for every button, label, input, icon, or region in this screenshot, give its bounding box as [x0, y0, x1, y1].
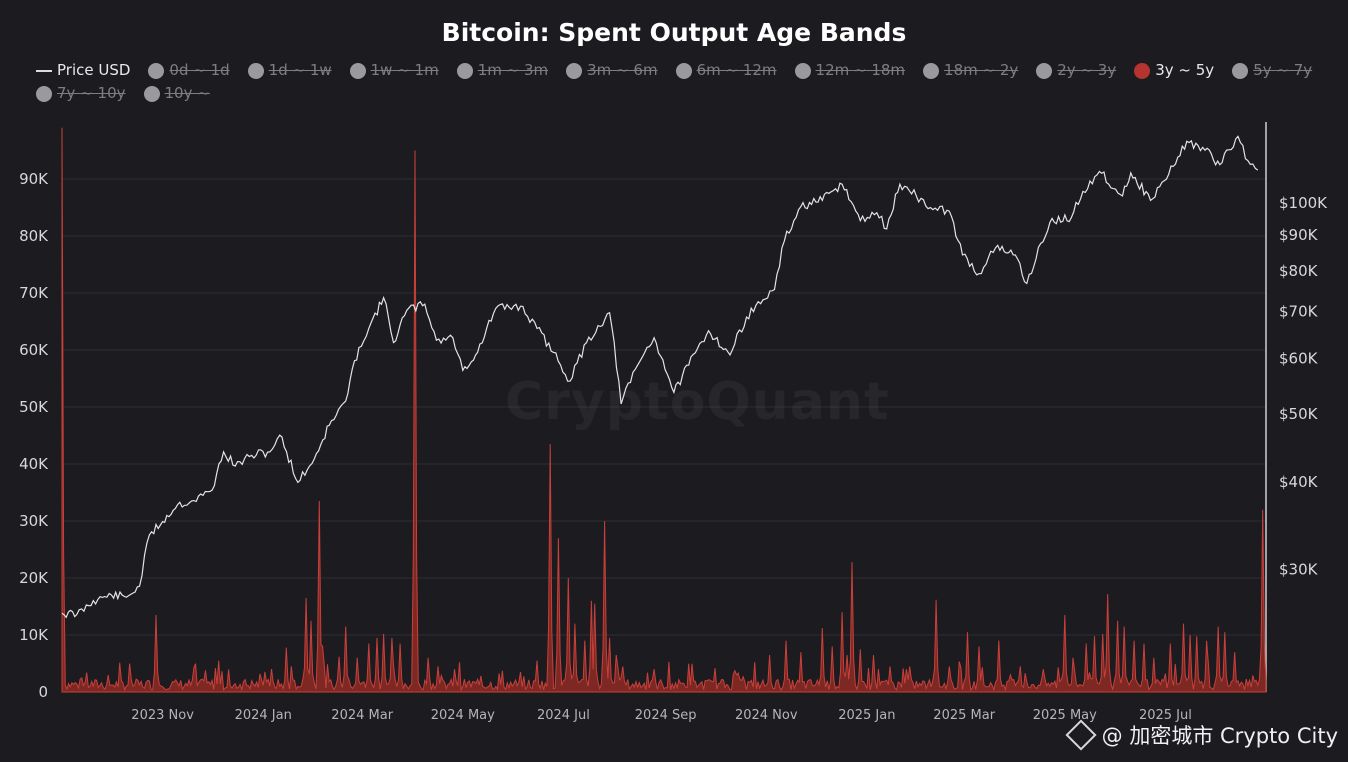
legend-swatch — [1036, 62, 1053, 79]
legend-swatch — [456, 62, 473, 79]
y-left-tick-label: 70K — [19, 284, 49, 302]
y-right-tick-label: $70K — [1279, 303, 1319, 321]
legend-label: 1d ~ 1w — [268, 61, 332, 79]
x-tick-label: 2024 Jan — [235, 708, 292, 723]
y-left-tick-label: 0 — [38, 683, 48, 701]
legend-item-1[interactable]: 0d ~ 1d — [148, 61, 230, 79]
y-left-tick-label: 30K — [19, 512, 49, 530]
legend-label: 6m ~ 12m — [696, 61, 777, 79]
y-left-tick-label: 40K — [19, 455, 49, 473]
x-tick-label: 2025 May — [1033, 708, 1097, 723]
legend-label: Price USD — [57, 61, 131, 79]
legend-item-10[interactable]: 3y ~ 5y — [1134, 62, 1214, 79]
y-right-tick-label: $90K — [1279, 226, 1319, 244]
legend-item-2[interactable]: 1d ~ 1w — [247, 61, 332, 79]
legend-swatch — [36, 69, 52, 72]
y-right-tick-label: $80K — [1279, 262, 1319, 280]
y-left-tick-label: 10K — [19, 626, 49, 644]
x-tick-label: 2025 Jan — [838, 708, 895, 723]
x-tick-label: 2025 Mar — [933, 708, 995, 723]
legend-item-4[interactable]: 1m ~ 3m — [456, 61, 549, 79]
legend-swatch — [675, 62, 692, 79]
x-tick-label: 2024 Jul — [537, 708, 590, 723]
legend-label: 10y ~ — [164, 84, 210, 102]
legend-item-11[interactable]: 5y ~ 7y — [1232, 62, 1312, 79]
x-tick-label: 2024 Mar — [331, 708, 393, 723]
y-right-tick-label: $50K — [1279, 405, 1319, 423]
y-left-tick-label: 80K — [19, 227, 49, 245]
legend-label: 12m ~ 18m — [815, 61, 906, 79]
x-tick-label: 2024 Sep — [635, 708, 697, 723]
legend-swatch — [36, 85, 52, 102]
y-left-tick-label: 20K — [19, 569, 49, 587]
chart-legend: Price USD 0d ~ 1d 1d ~ 1w 1w ~ 1m 1m ~ 3m 3m … — [36, 62, 1326, 102]
legend-label: 5y ~ 7y — [1253, 61, 1313, 79]
legend-item-0[interactable]: Price USD — [36, 62, 130, 79]
x-tick-label: 2024 Nov — [735, 708, 798, 723]
legend-swatch — [1134, 62, 1151, 79]
legend-label: 7y ~ 10y — [57, 84, 126, 102]
series-3y-5y-area — [61, 127, 1267, 693]
legend-label: 18m ~ 2y — [944, 61, 1019, 79]
legend-swatch — [247, 62, 264, 79]
x-tick-label: 2023 Nov — [131, 708, 194, 723]
legend-label: 1m ~ 3m — [477, 61, 549, 79]
legend-swatch — [923, 62, 940, 79]
legend-swatch — [1232, 62, 1249, 79]
legend-item-3[interactable]: 1w ~ 1m — [349, 61, 439, 79]
legend-item-6[interactable]: 6m ~ 12m — [675, 61, 777, 79]
credit-text: @ 加密城市 Crypto City — [1101, 724, 1338, 748]
binance-icon — [1065, 719, 1097, 751]
legend-swatch — [143, 85, 160, 102]
x-tick-label: 2024 May — [431, 708, 495, 723]
y-left-tick-label: 90K — [19, 170, 49, 188]
legend-item-8[interactable]: 18m ~ 2y — [923, 62, 1018, 79]
chart-title: Bitcoin: Spent Output Age Bands — [441, 18, 907, 47]
legend-item-12[interactable]: 7y ~ 10y — [36, 85, 126, 102]
y-right-tick-label: $100K — [1279, 194, 1328, 212]
legend-label: 3y ~ 5y — [1155, 61, 1215, 79]
y-right-tick-label: $40K — [1279, 473, 1319, 491]
series-price-line — [61, 135, 1259, 619]
legend-swatch — [566, 62, 583, 79]
y-right-tick-label: $60K — [1279, 349, 1319, 367]
watermark: CryptoQuant — [505, 372, 890, 432]
x-tick-label: 2025 Jul — [1139, 708, 1192, 723]
legend-label: 2y ~ 3y — [1057, 61, 1117, 79]
y-left-tick-label: 50K — [19, 398, 49, 416]
legend-item-5[interactable]: 3m ~ 6m — [566, 61, 658, 79]
legend-label: 1w ~ 1m — [370, 61, 439, 79]
legend-item-7[interactable]: 12m ~ 18m — [794, 61, 906, 79]
y-right-tick-label: $30K — [1279, 561, 1319, 579]
legend-item-13[interactable]: 10y ~ — [143, 84, 210, 102]
legend-swatch — [349, 62, 366, 79]
legend-item-9[interactable]: 2y ~ 3y — [1036, 62, 1116, 79]
legend-label: 0d ~ 1d — [169, 61, 230, 79]
credit-label: @ 加密城市 Crypto City — [1065, 719, 1338, 751]
y-left-tick-label: 60K — [19, 341, 49, 359]
legend-label: 3m ~ 6m — [587, 61, 658, 79]
legend-swatch — [148, 62, 165, 79]
legend-swatch — [794, 62, 811, 79]
